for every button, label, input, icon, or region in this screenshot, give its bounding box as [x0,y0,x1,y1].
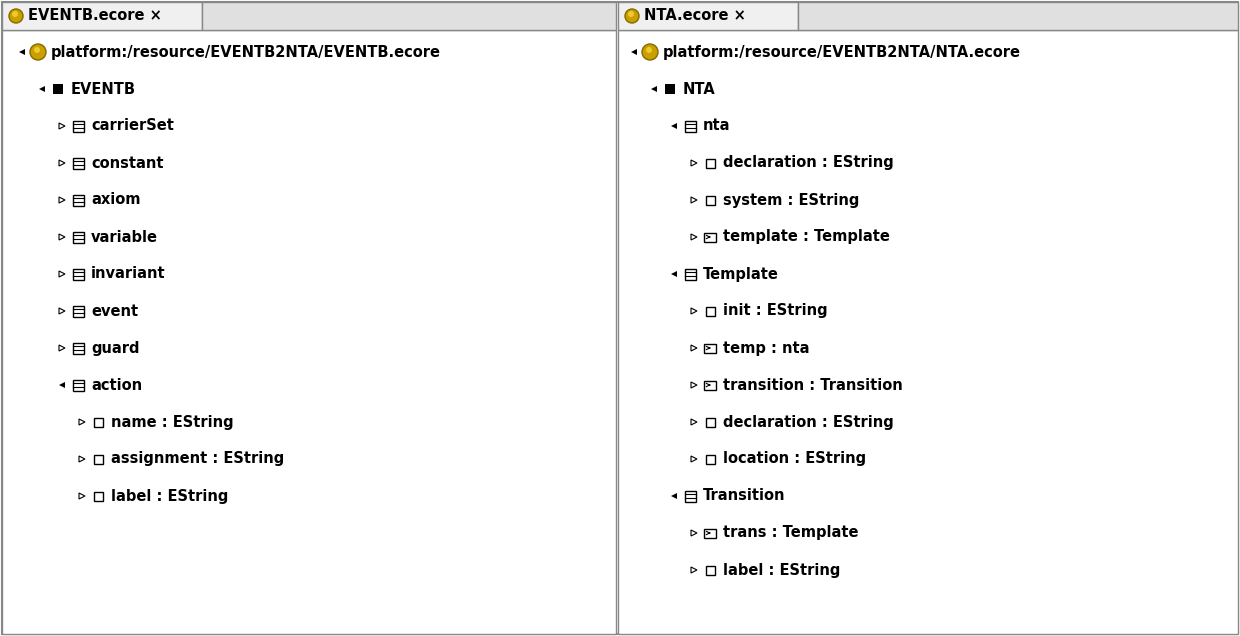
Polygon shape [79,419,86,425]
Bar [618,2,799,30]
Bar [704,233,715,242]
Polygon shape [691,419,697,425]
Bar [684,490,696,502]
Text: axiom: axiom [91,193,140,207]
Text: NTA.ecore ×: NTA.ecore × [644,8,746,24]
Polygon shape [691,308,697,314]
Circle shape [625,9,639,23]
Text: platform:/resource/EVENTB2NTA/NTA.ecore: platform:/resource/EVENTB2NTA/NTA.ecore [663,45,1021,60]
Polygon shape [60,382,64,388]
Polygon shape [691,382,697,388]
Text: constant: constant [91,155,164,170]
Polygon shape [691,234,697,240]
Text: EVENTB.ecore ×: EVENTB.ecore × [29,8,162,24]
Bar [706,565,714,574]
Text: NTA: NTA [683,81,715,97]
Bar [706,195,714,205]
Bar [706,307,714,315]
Bar [2,2,202,30]
Polygon shape [691,456,697,462]
Polygon shape [691,567,697,573]
Bar [72,305,83,317]
Bar [72,195,83,205]
Text: Template: Template [703,266,779,282]
Polygon shape [671,271,677,277]
Circle shape [646,47,652,53]
Bar [93,455,103,464]
Text: carrierSet: carrierSet [91,118,174,134]
Polygon shape [671,123,677,129]
Bar [93,492,103,501]
Polygon shape [60,160,64,166]
Polygon shape [79,456,86,462]
Polygon shape [631,49,637,55]
Polygon shape [60,197,64,203]
Bar [72,120,83,132]
Text: guard: guard [91,340,139,356]
Polygon shape [651,86,657,92]
Text: label : EString: label : EString [112,488,228,504]
Polygon shape [60,271,64,277]
Text: name : EString: name : EString [112,415,233,429]
Bar [704,380,715,389]
Text: invariant: invariant [91,266,166,282]
Bar [704,343,715,352]
Text: transition : Transition: transition : Transition [723,378,903,392]
Polygon shape [691,530,697,536]
Text: declaration : EString: declaration : EString [723,415,894,429]
Bar [2,30,616,634]
Bar [53,84,63,94]
Bar [665,84,675,94]
Text: declaration : EString: declaration : EString [723,155,894,170]
Bar [684,268,696,279]
Polygon shape [79,493,86,499]
Text: EVENTB: EVENTB [71,81,136,97]
Bar [93,417,103,427]
Bar [799,2,1238,30]
Text: platform:/resource/EVENTB2NTA/EVENTB.ecore: platform:/resource/EVENTB2NTA/EVENTB.eco… [51,45,441,60]
Polygon shape [38,86,45,92]
Bar [72,380,83,391]
Circle shape [33,47,40,53]
Circle shape [12,11,19,17]
Bar [72,268,83,279]
Text: Transition: Transition [703,488,785,504]
Bar [706,158,714,167]
Text: template : Template: template : Template [723,230,890,244]
Text: trans : Template: trans : Template [723,525,858,541]
Circle shape [9,9,24,23]
Bar [706,455,714,464]
Bar [202,2,616,30]
Bar [72,343,83,354]
Polygon shape [671,493,677,499]
Text: event: event [91,303,138,319]
Circle shape [627,11,634,17]
Polygon shape [60,308,64,314]
Polygon shape [60,234,64,240]
Circle shape [642,44,658,60]
Polygon shape [60,345,64,351]
Polygon shape [19,49,25,55]
Text: label : EString: label : EString [723,562,841,577]
Circle shape [30,44,46,60]
Text: init : EString: init : EString [723,303,827,319]
Text: system : EString: system : EString [723,193,859,207]
Bar [72,158,83,169]
Text: nta: nta [703,118,730,134]
Text: action: action [91,378,143,392]
Polygon shape [691,345,697,351]
Bar [618,30,1238,634]
Text: variable: variable [91,230,157,244]
Polygon shape [691,160,697,166]
Text: temp : nta: temp : nta [723,340,810,356]
Bar [704,529,715,537]
Text: assignment : EString: assignment : EString [112,452,284,466]
Bar [72,232,83,242]
Polygon shape [60,123,64,129]
Text: location : EString: location : EString [723,452,866,466]
Bar [684,120,696,132]
Polygon shape [691,197,697,203]
Bar [706,417,714,427]
